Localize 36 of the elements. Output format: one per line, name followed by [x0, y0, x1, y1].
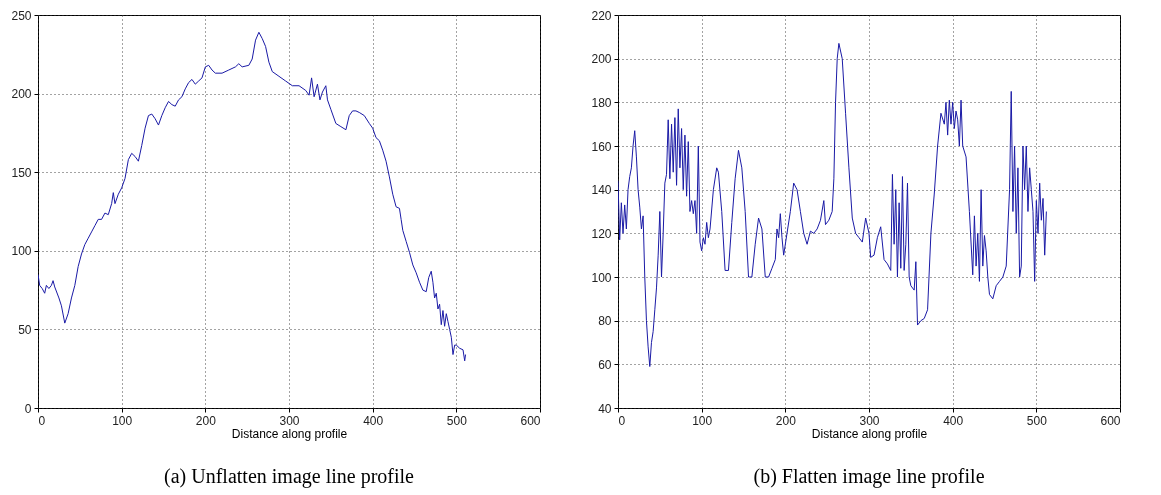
y-tick-label: 200 — [591, 52, 612, 67]
x-tick-label: 600 — [520, 413, 541, 428]
y-tick-label: 180 — [591, 95, 612, 110]
x-tick-label: 200 — [195, 413, 217, 428]
text: (b) Flatten image line profile — [753, 465, 985, 488]
x-tick-label: 0 — [618, 413, 626, 428]
y-tick-label: 250 — [11, 8, 32, 23]
x-tick-label: 500 — [446, 413, 468, 428]
x-tick-label: 400 — [363, 413, 384, 428]
line-series — [38, 31, 467, 362]
x-tick-label: 100 — [112, 413, 133, 428]
text: (a) Unflatten image line profile — [164, 465, 415, 488]
x-tick-label: 500 — [1026, 413, 1048, 428]
x-tick-label: 300 — [279, 413, 300, 428]
x-tick-label: 400 — [943, 413, 964, 428]
y-tick-label: 0 — [24, 401, 32, 416]
y-tick-label: 40 — [598, 401, 612, 416]
x-axis-title: Distance along profile — [231, 426, 348, 441]
y-tick-label: 100 — [11, 244, 32, 259]
x-axis-title: Distance along profile — [811, 426, 928, 441]
y-tick-label: 150 — [11, 165, 32, 180]
y-tick-label: 60 — [598, 357, 612, 372]
x-tick-label: 200 — [775, 413, 797, 428]
y-tick-label: 200 — [11, 87, 32, 102]
y-tick-label: 160 — [591, 139, 612, 154]
y-tick-label: 50 — [18, 322, 32, 337]
y-tick-label: 80 — [598, 314, 612, 329]
y-tick-label: 140 — [591, 183, 612, 198]
x-tick-label: 0 — [38, 413, 46, 428]
x-tick-label: 100 — [692, 413, 713, 428]
y-tick-label: 100 — [591, 270, 612, 285]
y-tick-label: 120 — [591, 226, 612, 241]
x-tick-label: 600 — [1100, 413, 1121, 428]
line-series — [618, 42, 1047, 368]
y-tick-label: 220 — [591, 8, 612, 23]
x-tick-label: 300 — [859, 413, 880, 428]
